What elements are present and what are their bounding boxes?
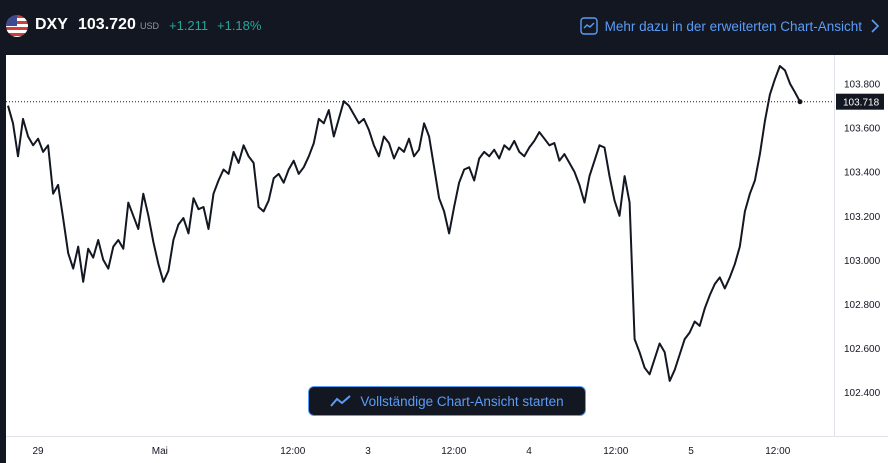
symbol-label[interactable]: DXY [35,16,68,33]
x-tick-label: Mai [152,446,168,457]
y-tick-label: 103.200 [844,212,881,223]
start-full-chart-button[interactable]: Vollständige Chart-Ansicht starten [308,386,586,416]
chart-line-icon [330,395,351,407]
x-tick-label: 4 [526,446,532,457]
chart-plot-area[interactable] [6,55,834,436]
time-axis[interactable] [6,436,888,463]
chart-box-icon [579,17,598,35]
y-tick-label: 103.600 [844,124,881,135]
price-axis[interactable] [834,55,888,436]
x-tick-label: 5 [688,446,694,457]
x-tick-label: 12:00 [441,446,466,457]
chevron-right-icon [871,19,880,33]
y-tick-label: 102.400 [844,388,881,399]
x-tick-label: 12:00 [603,446,628,457]
last-price-label: 103.718 [843,98,880,109]
currency-label: USD [140,21,160,31]
x-tick-label: 12:00 [765,446,790,457]
x-tick-label: 12:00 [280,446,305,457]
x-tick-label: 29 [33,446,45,457]
start-full-chart-label: Vollständige Chart-Ansicht starten [360,393,564,409]
price-change: +1.211 [169,18,209,33]
header-bar: DXY 103.720 USD +1.211 +1.18% Mehr dazu … [0,0,888,54]
last-price-tag [836,93,884,110]
y-tick-label: 102.600 [844,344,881,355]
y-tick-label: 102.800 [844,300,881,311]
advanced-chart-link-label: Mehr dazu in der erweiterten Chart-Ansic… [604,18,862,34]
us-flag-icon [6,15,28,37]
x-tick-label: 3 [365,446,371,457]
y-tick-label: 103.800 [844,80,881,91]
price-value: 103.720 [78,16,136,33]
y-tick-label: 103.000 [844,256,881,267]
price-change-percent: +1.18% [217,18,262,33]
y-tick-label: 103.400 [844,168,881,179]
advanced-chart-link[interactable]: Mehr dazu in der erweiterten Chart-Ansic… [579,14,880,38]
price-series-line [7,65,801,382]
last-price-dot [797,99,803,105]
